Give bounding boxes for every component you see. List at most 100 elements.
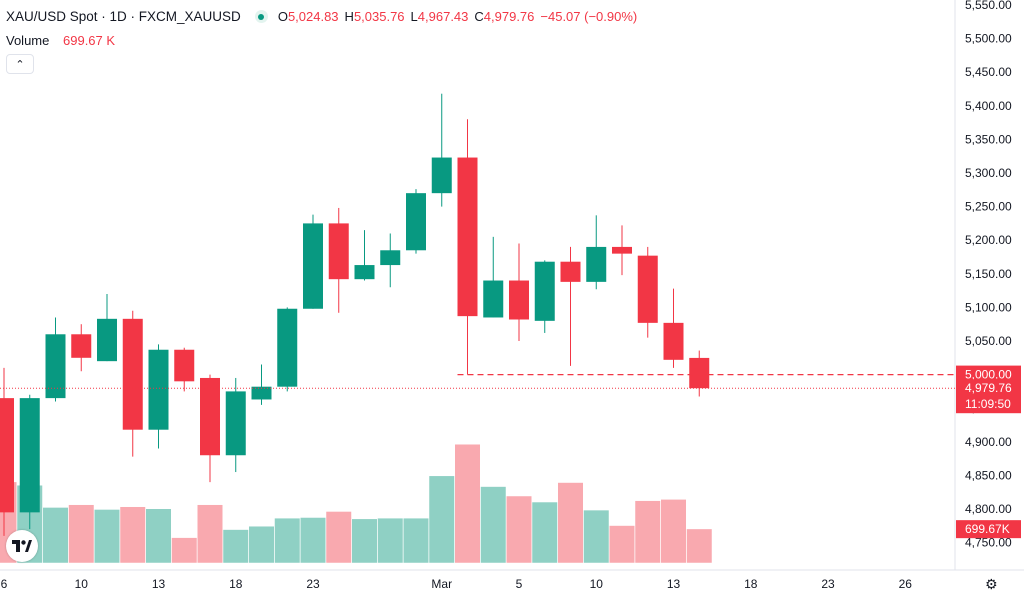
volume-price-tag[interactable] — [956, 520, 1021, 539]
bar-countdown-label: 11:09:50 — [965, 397, 1011, 411]
price-change: −45.07 (−0.90%) — [540, 9, 638, 24]
candle-body[interactable] — [303, 223, 323, 309]
time-tick-label: 13 — [152, 577, 166, 591]
candle-body[interactable] — [122, 318, 143, 430]
price-tick-label: 5,400.00 — [965, 99, 1012, 113]
candle-body[interactable] — [509, 280, 529, 320]
tradingview-logo-glyph — [12, 540, 32, 552]
volume-label[interactable]: Volume — [6, 33, 50, 48]
level-price-label: 5,000.00 — [965, 368, 1012, 382]
volume-bar[interactable] — [326, 511, 352, 563]
volume-bar[interactable] — [274, 518, 300, 563]
ohlc-high: H5,035.76 — [344, 9, 405, 24]
candle-body[interactable] — [406, 193, 426, 251]
tradingview-logo-icon[interactable] — [6, 530, 38, 562]
time-tick-label: 5 — [516, 577, 523, 591]
time-tick-label: 23 — [306, 577, 320, 591]
volume-bar[interactable] — [300, 517, 326, 563]
candle-body[interactable] — [200, 377, 220, 456]
volume-value: 699.67 K — [63, 33, 116, 48]
symbol-title[interactable]: XAU/USD Spot · 1D · FXCM_XAUUSD — [6, 9, 241, 24]
volume-bar[interactable] — [171, 537, 197, 563]
volume-bar[interactable] — [532, 502, 558, 563]
volume-bar[interactable] — [609, 525, 635, 563]
ohlc-close: C4,979.76 — [474, 9, 535, 24]
volume-bar[interactable] — [558, 482, 583, 563]
price-tick-label: 5,250.00 — [965, 200, 1012, 214]
volume-bar[interactable] — [429, 476, 455, 563]
candle-body[interactable] — [0, 398, 14, 513]
price-tick-label: 5,300.00 — [965, 166, 1012, 180]
volume-bar[interactable] — [223, 529, 249, 563]
volume-bar[interactable] — [352, 519, 377, 563]
volume-bar[interactable] — [635, 500, 661, 563]
volume-bar[interactable] — [403, 518, 429, 563]
price-tick-label: 5,150.00 — [965, 267, 1012, 281]
candle-body[interactable] — [483, 280, 504, 318]
volume-bar[interactable] — [686, 529, 712, 563]
price-tick-label: 5,100.00 — [965, 300, 1012, 314]
candle-body[interactable] — [431, 157, 452, 194]
volume-bar[interactable] — [94, 509, 120, 563]
time-tick-label: 10 — [590, 577, 604, 591]
candle-body[interactable] — [560, 261, 581, 282]
candle-body[interactable] — [251, 386, 272, 400]
candle-body[interactable] — [71, 334, 92, 358]
volume-bar[interactable] — [197, 504, 223, 563]
time-tick-label: 6 — [1, 577, 8, 591]
candle-body[interactable] — [586, 246, 607, 282]
candle-body[interactable] — [45, 334, 66, 399]
collapse-legend-button[interactable]: ⌃ — [6, 54, 34, 74]
price-tick-label: 5,350.00 — [965, 132, 1012, 146]
candle-body[interactable] — [689, 357, 710, 389]
candle-body[interactable] — [534, 261, 555, 321]
volume-bar[interactable] — [506, 496, 532, 563]
volume-bar[interactable] — [146, 509, 171, 563]
price-tick-label: 5,550.00 — [965, 0, 1012, 12]
candle-body[interactable] — [380, 250, 401, 266]
chevron-up-icon: ⌃ — [15, 58, 25, 71]
last-price-tag[interactable] — [956, 379, 1021, 414]
candle-body[interactable] — [612, 246, 632, 254]
volume-bar[interactable] — [377, 518, 403, 563]
market-status-icon[interactable] — [254, 10, 268, 23]
candle-body[interactable] — [663, 322, 684, 360]
price-tick-label: 5,050.00 — [965, 334, 1012, 348]
candle-body[interactable] — [277, 308, 298, 387]
time-tick-label: Mar — [431, 577, 452, 591]
last-price-label: 4,979.76 — [965, 381, 1012, 395]
candle-body[interactable] — [637, 255, 658, 323]
volume-bar[interactable] — [480, 486, 506, 563]
price-tick-label: 5,200.00 — [965, 233, 1012, 247]
candle-body[interactable] — [354, 265, 375, 280]
time-tick-label: 18 — [744, 577, 758, 591]
candle-body[interactable] — [19, 398, 40, 513]
volume-bar[interactable] — [583, 510, 609, 563]
candle-body[interactable] — [457, 157, 478, 317]
volume-bar[interactable] — [43, 507, 68, 563]
volume-tag-label: 699.67K — [965, 522, 1010, 536]
price-tick-label: 4,800.00 — [965, 502, 1012, 516]
volume-bar[interactable] — [661, 499, 686, 563]
time-tick-label: 18 — [229, 577, 243, 591]
volume-bar[interactable] — [120, 506, 146, 563]
time-tick-label: 26 — [899, 577, 913, 591]
time-tick-label: 13 — [667, 577, 681, 591]
price-tick-label: 5,450.00 — [965, 65, 1012, 79]
candle-body[interactable] — [174, 349, 195, 382]
volume-bar[interactable] — [249, 526, 274, 563]
ohlc-low: L4,967.43 — [410, 9, 469, 24]
level-price-tag[interactable] — [956, 365, 1021, 384]
settings-icon[interactable]: ⚙ — [985, 576, 998, 592]
candle-body[interactable] — [328, 223, 349, 280]
time-tick-label: 23 — [821, 577, 835, 591]
volume-bar[interactable] — [68, 504, 94, 563]
candle-body[interactable] — [225, 391, 246, 456]
candle-body[interactable] — [148, 349, 169, 430]
price-tick-label: 4,850.00 — [965, 468, 1012, 482]
candle-body[interactable] — [97, 318, 117, 362]
volume-bar[interactable] — [455, 444, 480, 563]
time-tick-label: 10 — [75, 577, 89, 591]
